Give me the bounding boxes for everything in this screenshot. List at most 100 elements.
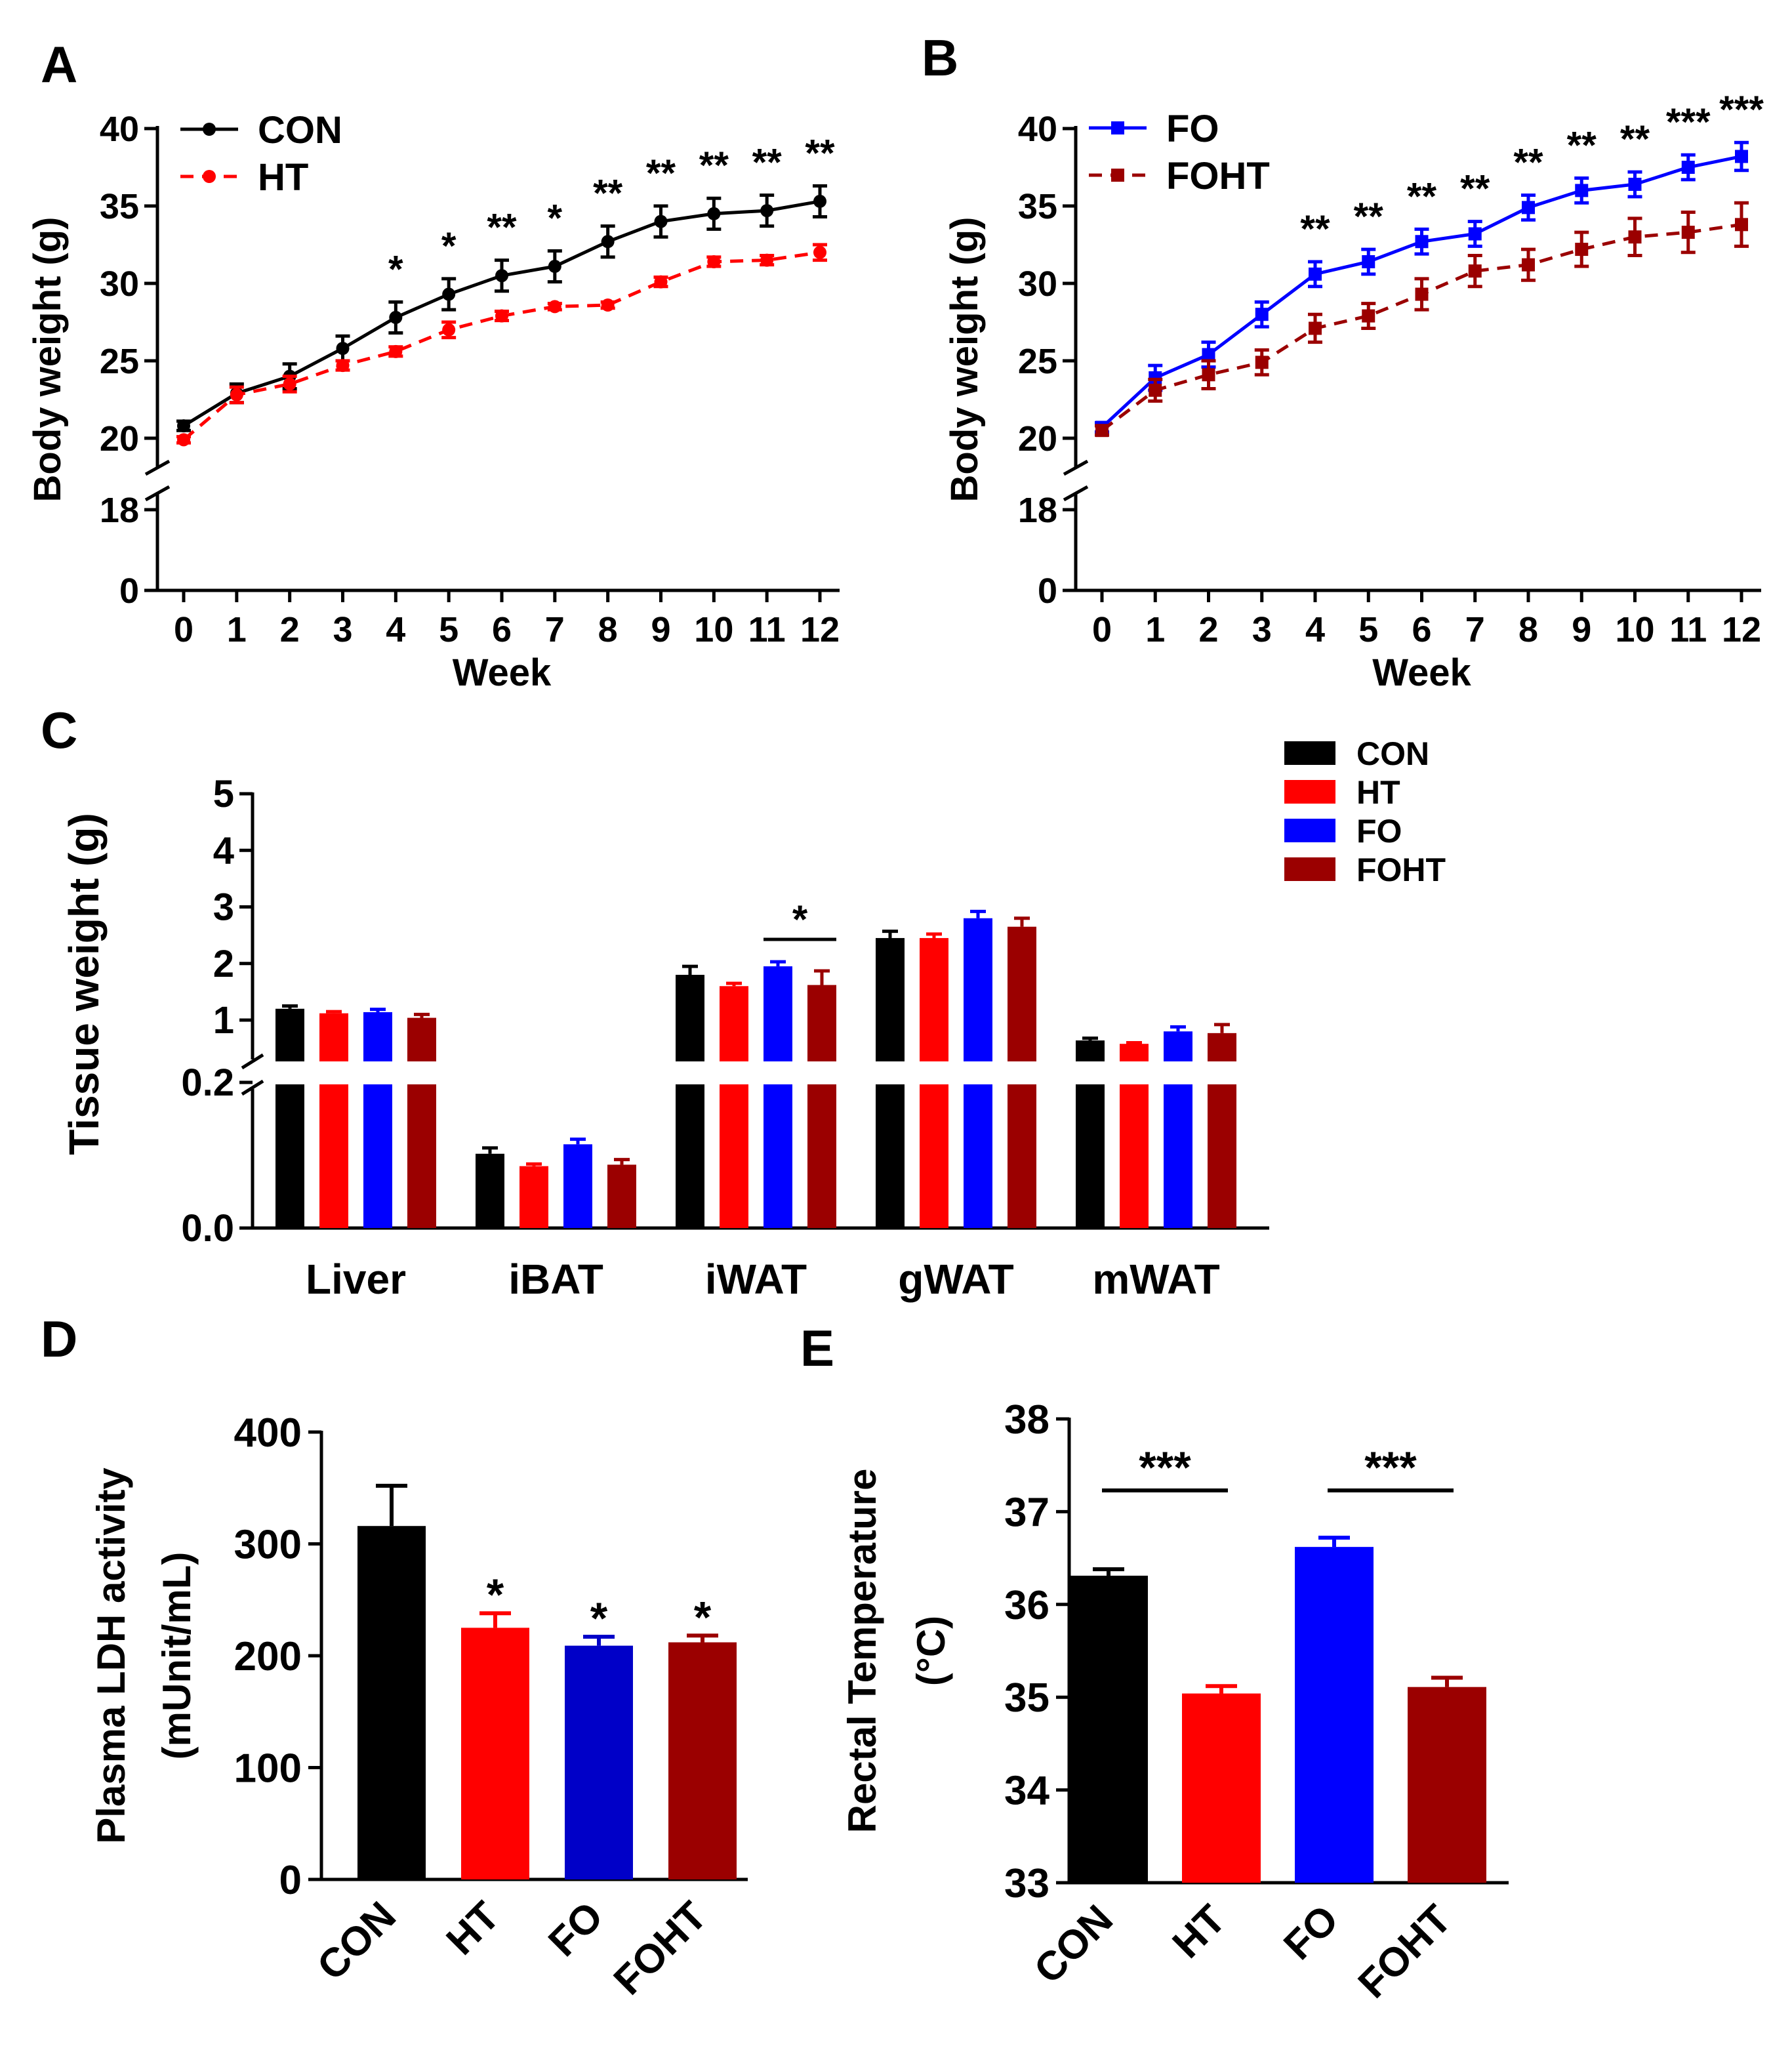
panel-b-significance-label: ** (1300, 208, 1330, 251)
panel-c-bar-mwat-fo (1164, 1031, 1192, 1228)
panel-a-series-ht-point (707, 255, 721, 268)
panel-c-legend-label: HT (1356, 774, 1400, 811)
panel-b-series-foht-point (1095, 424, 1109, 438)
panel-c-bar-iwat-foht (807, 985, 836, 1228)
panel-c-bar-liver-ht-break-gap (318, 1061, 350, 1084)
panel-a-series-con-point (177, 419, 190, 433)
panel-c-bar-gwat-con-break-gap (874, 1061, 906, 1084)
panel-b-x-tick-label: 5 (1358, 610, 1378, 649)
panel-b-y-axis-title: Body weight (g) (943, 217, 986, 502)
panel-c-bar-ibat-foht (607, 1164, 636, 1228)
panel-c-legend-swatch-ht (1284, 780, 1335, 804)
panel-c-bar-gwat-fo-break-gap (962, 1061, 994, 1084)
panel-a-series-con-point (707, 207, 721, 220)
panel-e-y-tick-label: 36 (1004, 1583, 1049, 1628)
panel-e-significance-label: *** (1364, 1443, 1417, 1492)
panel-c-chart: 0.0 0.2 1 2 3 4 5 Tissue weight (g) Liver iBAT iWA… (60, 735, 1446, 1303)
panel-c-y-tick-label: 2 (213, 943, 234, 985)
panel-a-series-ht-point (230, 388, 243, 401)
panel-c-bar-liver-con (275, 1008, 304, 1228)
panel-b-series-foht-point (1522, 258, 1535, 272)
panel-c-significance-label: * (792, 897, 808, 941)
panel-a-series-ht-point (813, 245, 826, 259)
panel-d-bar-fo (565, 1645, 633, 1879)
panel-d-bar-con (357, 1526, 426, 1879)
panel-a-y-tick-label: 0 (119, 571, 139, 611)
panel-e-chart: 33 34 35 36 37 38 Rectal Temperature (°C) CON HT F… (840, 1397, 1509, 2007)
panel-a-series-con-point (495, 269, 508, 283)
panel-c-bar-iwat-ht-break-gap (718, 1061, 750, 1084)
panel-c-y-tick-label: 5 (213, 773, 234, 815)
panel-b-legend-label: FO (1166, 108, 1219, 150)
panel-b-series-fo-point (1628, 177, 1642, 191)
panel-b-significance-label: ** (1354, 195, 1384, 238)
panel-e-y-tick-label: 38 (1004, 1397, 1049, 1443)
panel-label-c: C (41, 701, 77, 759)
panel-d-y-tick-label: 300 (234, 1523, 302, 1568)
panel-a-x-tick-label: 6 (492, 610, 512, 649)
panel-b-significance-label: *** (1719, 89, 1764, 131)
panel-b-significance-label: *** (1666, 101, 1711, 144)
panel-d-y-tick-label: 400 (234, 1410, 302, 1456)
panel-a-significance-label: ** (487, 207, 517, 249)
panel-c-legend-swatch-fo (1284, 819, 1335, 842)
panel-c-bar-ibat-fo (563, 1144, 592, 1228)
panel-c-x-tick-label: iBAT (508, 1256, 603, 1303)
panel-e-y-axis-title: Rectal Temperature (840, 1469, 884, 1834)
panel-b-significance-label: ** (1620, 118, 1650, 161)
panel-c-legend-swatch-con (1284, 741, 1335, 765)
panel-a-significance-label: * (388, 248, 403, 291)
panel-a-series-con-point (336, 342, 350, 356)
panel-b-x-tick-label: 11 (1669, 610, 1707, 649)
panel-b-series-foht-point (1681, 226, 1695, 239)
panel-d-x-tick-label: FOHT (605, 1893, 716, 2003)
panel-c-y-axis-title: Tissue weight (g) (60, 813, 108, 1155)
panel-b-legend-label: FOHT (1166, 155, 1270, 197)
panel-a-axis-break-mark (144, 459, 171, 476)
panel-a-legend-label: HT (258, 156, 308, 199)
panel-a-x-tick-label: 4 (386, 610, 405, 649)
panel-a-series-ht-point (336, 359, 350, 373)
panel-a-x-tick-label: 10 (694, 610, 733, 649)
panel-c-y-tick-label: 4 (213, 829, 234, 872)
panel-d-y-axis-title: Plasma LDH activity (89, 1467, 133, 1844)
panel-d-chart: 0 100 200 300 400 Plasma LDH activity (mUnit/m… (89, 1410, 748, 2003)
panel-c-bar-liver-con-break-gap (274, 1061, 306, 1084)
panel-a-series-ht-point (760, 253, 774, 267)
panel-d-bar-ht (461, 1628, 529, 1879)
panel-d-y-tick-label: 100 (234, 1746, 302, 1792)
panel-c-bar-iwat-fo (764, 966, 792, 1228)
panel-c-axis-break-mark (241, 1079, 264, 1096)
panel-a-series-ht-point (177, 433, 190, 447)
panel-b-series-foht-point (1309, 321, 1322, 335)
panel-c-bar-iwat-foht-break-gap (806, 1061, 838, 1084)
panel-a-series-ht-point (601, 298, 615, 312)
panel-a-series-con-point (442, 287, 456, 301)
panel-e-bar-con (1069, 1575, 1148, 1883)
panel-b-series-fo-point (1415, 235, 1429, 249)
panel-a-series-ht-point (389, 344, 403, 358)
panel-a-legend-marker (203, 123, 216, 136)
panel-d-x-tick-label: CON (309, 1893, 405, 1989)
panel-a-series-ht-point (495, 309, 508, 323)
panel-b-y-tick-label: 20 (1018, 419, 1057, 459)
panel-c-legend-swatch-foht (1284, 857, 1335, 881)
panel-a-series-ht-point (654, 275, 668, 289)
panel-b-legend-marker (1111, 169, 1124, 182)
panel-a-series-con-point (654, 215, 668, 228)
panel-b-x-tick-label: 1 (1145, 610, 1165, 649)
panel-a-x-tick-label: 1 (227, 610, 247, 649)
panel-a-y-tick-label: 18 (100, 491, 139, 530)
panel-a-series-con-point (601, 235, 615, 249)
panel-a-legend-marker (203, 170, 216, 183)
panel-c-bar-gwat-ht-break-gap (918, 1061, 950, 1084)
panel-a-significance-label: ** (699, 144, 729, 187)
panel-b-x-axis-title: Week (1372, 651, 1471, 694)
panel-a-y-tick-label: 40 (100, 110, 139, 149)
panel-e-y-tick-label: 34 (1004, 1769, 1049, 1814)
panel-b-series-fo-point (1575, 184, 1589, 197)
panel-c-bar-iwat-con-break-gap (674, 1061, 706, 1084)
panel-b-legend-marker (1111, 121, 1124, 134)
